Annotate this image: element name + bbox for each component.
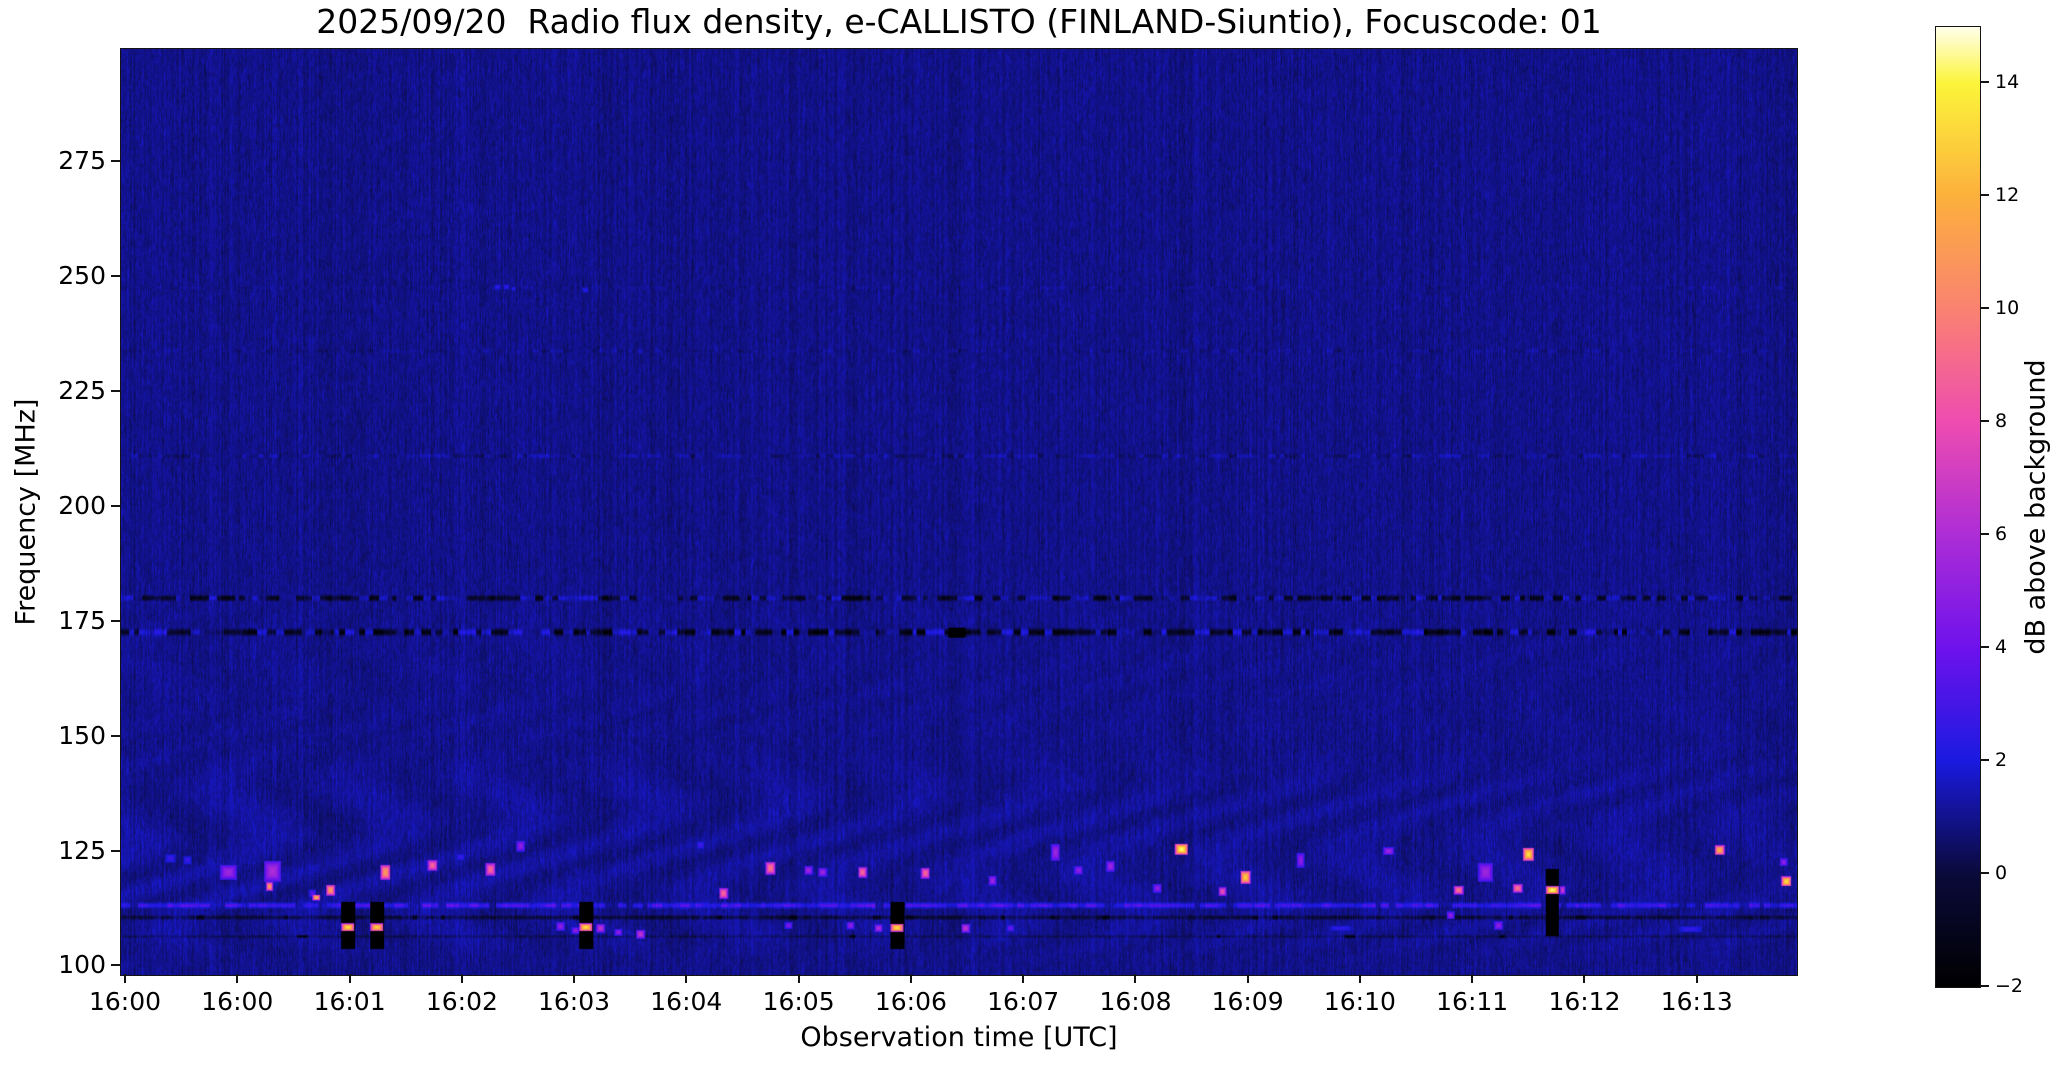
y-tick-mark [111, 275, 120, 278]
y-tick-label: 125 [58, 835, 106, 865]
colorbar-tick-mark [1981, 646, 1989, 649]
y-tick-label: 100 [58, 950, 106, 980]
x-tick-label: 16:05 [762, 987, 835, 1016]
spectrogram-plot [120, 48, 1798, 976]
colorbar-tick-label: 8 [1995, 410, 2008, 433]
y-tick-mark [111, 964, 120, 967]
colorbar-tick-label: 12 [1995, 183, 2020, 206]
x-tick-mark [236, 974, 239, 983]
colorbar-tick-mark [1981, 80, 1989, 83]
x-tick-mark [348, 974, 351, 983]
y-tick-mark [111, 734, 120, 737]
x-tick-mark [1471, 974, 1474, 983]
x-axis-label: Observation time [UTC] [800, 1022, 1118, 1053]
x-tick-mark [1134, 974, 1137, 983]
colorbar-tick-mark [1981, 759, 1989, 762]
x-tick-label: 16:08 [1099, 987, 1172, 1016]
colorbar-tick-mark [1981, 307, 1989, 310]
plot-title: 2025/09/20 Radio flux density, e-CALLIST… [316, 2, 1602, 41]
y-tick-label: 200 [58, 490, 106, 520]
colorbar-tick-label: 2 [1995, 749, 2008, 772]
y-tick-mark [111, 160, 120, 163]
colorbar-tick-mark [1981, 420, 1989, 423]
x-tick-label: 16:07 [987, 987, 1060, 1016]
x-tick-label: 16:02 [425, 987, 498, 1016]
y-tick-label: 175 [58, 605, 106, 635]
x-tick-mark [460, 974, 463, 983]
colorbar-tick-label: 14 [1995, 70, 2020, 93]
y-axis-label: Frequency [MHz] [10, 398, 42, 626]
x-tick-mark [573, 974, 576, 983]
x-tick-mark [1583, 974, 1586, 983]
x-tick-mark [1022, 974, 1025, 983]
x-tick-label: 16:06 [874, 987, 947, 1016]
y-tick-mark [111, 619, 120, 622]
x-tick-label: 16:10 [1323, 987, 1396, 1016]
colorbar-tick-label: 10 [1995, 297, 2020, 320]
colorbar-tick-mark [1981, 533, 1989, 536]
colorbar [1935, 26, 1981, 988]
spectrogram-canvas [121, 49, 1797, 975]
x-tick-mark [124, 974, 127, 983]
x-tick-mark [1358, 974, 1361, 983]
y-tick-label: 150 [58, 720, 106, 750]
x-tick-mark [1246, 974, 1249, 983]
colorbar-tick-label: 6 [1995, 523, 2008, 546]
y-tick-mark [111, 390, 120, 393]
y-tick-mark [111, 504, 120, 507]
x-tick-label: 16:03 [537, 987, 611, 1016]
x-tick-label: 16:01 [313, 987, 386, 1016]
colorbar-gradient [1936, 27, 1980, 987]
x-tick-label: 16:09 [1211, 987, 1284, 1016]
colorbar-tick-mark [1981, 872, 1989, 875]
colorbar-tick-label: 0 [1995, 862, 2008, 885]
x-tick-mark [797, 974, 800, 983]
colorbar-label: dB above background [2020, 359, 2052, 655]
y-tick-label: 250 [58, 261, 106, 291]
x-tick-label: 16:13 [1660, 987, 1733, 1016]
y-tick-label: 225 [58, 376, 106, 406]
x-tick-mark [1695, 974, 1698, 983]
y-tick-label: 275 [58, 146, 106, 176]
x-tick-label: 16:11 [1436, 987, 1509, 1016]
x-tick-label: 16:00 [201, 987, 274, 1016]
x-tick-mark [685, 974, 688, 983]
x-tick-mark [909, 974, 912, 983]
y-tick-mark [111, 849, 120, 852]
colorbar-tick-mark [1981, 985, 1989, 987]
x-tick-label: 16:04 [650, 987, 723, 1016]
colorbar-tick-label: 4 [1995, 636, 2008, 659]
colorbar-tick-mark [1981, 193, 1989, 196]
x-tick-label: 16:00 [88, 987, 162, 1016]
colorbar-tick-label: −2 [1995, 975, 2024, 997]
x-tick-label: 16:12 [1548, 987, 1621, 1016]
